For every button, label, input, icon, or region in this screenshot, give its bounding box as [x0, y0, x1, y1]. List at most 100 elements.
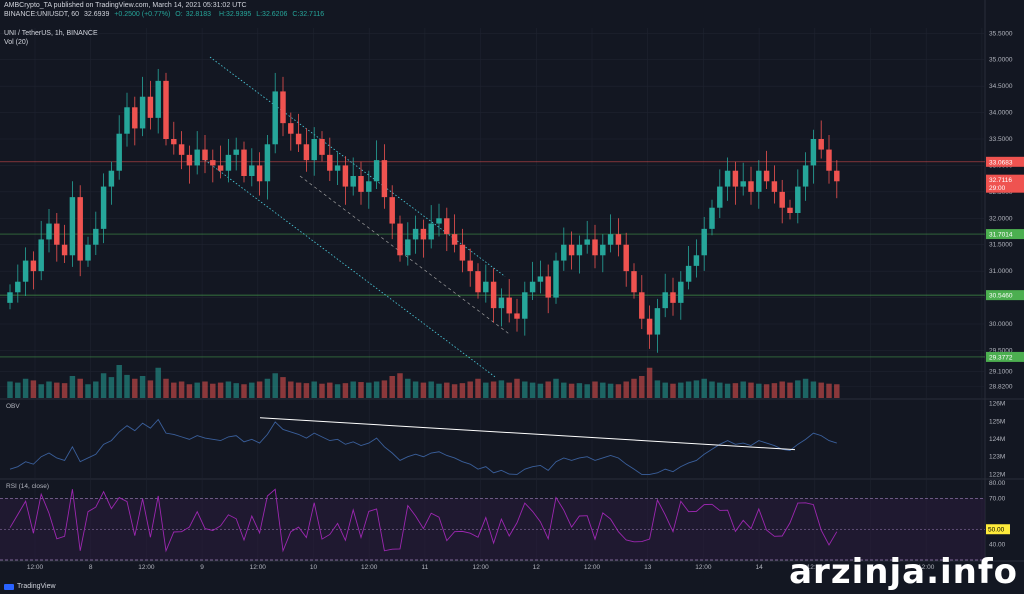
candle-body	[280, 91, 286, 124]
time-tick-label: 11	[422, 564, 429, 571]
volume-bar	[467, 381, 473, 398]
volume-bar	[210, 383, 216, 398]
ohlc-line: BINANCE:UNIUSDT, 60 32.6939 +0.2500 (+0.…	[4, 11, 327, 18]
volume-bar	[366, 382, 372, 398]
volume-bar	[826, 383, 832, 398]
candle-body	[22, 260, 29, 282]
volume-bar	[69, 376, 76, 398]
time-tick-label: 12	[533, 564, 541, 571]
candle-body	[217, 165, 224, 171]
candle-body	[233, 149, 239, 155]
candle-body	[483, 281, 489, 293]
volume-bar	[373, 381, 380, 398]
price-tick-label: 31.5000	[989, 242, 1013, 249]
volume-bar	[490, 381, 497, 398]
candle-body	[311, 139, 317, 161]
time-tick-label: 13	[644, 564, 652, 571]
tradingview-logo[interactable]: TradingView	[4, 583, 56, 590]
time-tick-label: 12:00	[27, 564, 44, 571]
rsi-tick-label: 80.00	[989, 480, 1006, 487]
rsi-value-tag	[986, 524, 1010, 535]
volume-bar	[748, 382, 754, 398]
candle-body	[771, 181, 778, 192]
time-tick-label: 9	[200, 564, 204, 571]
volume-bar	[225, 381, 232, 398]
volume-bar	[732, 383, 739, 398]
volume-bar	[155, 367, 161, 398]
candle-body	[147, 96, 154, 118]
candle-body	[93, 228, 99, 245]
time-tick-label: 12:00	[250, 564, 267, 571]
volume-bar	[475, 378, 481, 398]
candle-body	[85, 244, 91, 261]
candle-body	[178, 144, 185, 155]
volume-bar	[342, 383, 349, 398]
candle-body	[537, 276, 544, 282]
level-label: 33.0683	[989, 159, 1013, 166]
obv-trendline	[259, 417, 796, 451]
candle-body	[342, 165, 349, 187]
time-tick-label: 12:00	[584, 564, 601, 571]
volume-bar	[685, 381, 692, 398]
time-tick-label: 12:00	[695, 564, 712, 571]
series-title: UNI / TetherUS, 1h, BINANCE	[4, 30, 98, 37]
volume-bar	[108, 377, 115, 398]
candle-body	[670, 292, 676, 303]
obv-tick-label: 125M	[989, 418, 1005, 425]
volume-bar	[202, 381, 208, 398]
price-tick-label: 34.5000	[989, 83, 1013, 90]
volume-bar	[420, 382, 427, 398]
volume-bar	[802, 378, 809, 398]
l-value: L:32.6206	[256, 11, 288, 18]
o-value: O: 32.8183	[175, 11, 211, 18]
volume-bar	[701, 378, 707, 398]
candle-body	[529, 281, 536, 293]
volume-bar	[15, 382, 21, 398]
volume-bar	[592, 381, 598, 398]
volume-bar	[654, 380, 661, 398]
volume-bar	[810, 381, 817, 398]
volume-bar	[256, 381, 263, 398]
countdown-label: 29:00	[989, 185, 1006, 192]
candle-body	[756, 170, 762, 192]
candle-body	[631, 271, 637, 293]
price-tick-label: 33.5000	[989, 136, 1013, 143]
h-value: H:32.9395	[218, 11, 252, 18]
volume-bar	[615, 384, 622, 398]
volume-bar	[506, 382, 512, 398]
candle-body	[288, 123, 294, 134]
candle-body	[61, 244, 68, 256]
candle-body	[334, 165, 341, 171]
time-tick-label: 12:00	[918, 564, 935, 571]
volume-bar	[779, 381, 785, 398]
channel-lower	[204, 159, 496, 378]
candle-body	[194, 149, 200, 166]
volume-bar	[631, 378, 637, 398]
candle-body	[381, 160, 388, 198]
candle-body	[545, 276, 551, 298]
candle-body	[701, 228, 707, 256]
volume-bar	[568, 383, 575, 398]
level-tag	[986, 290, 1024, 301]
candle-body	[795, 186, 801, 213]
change-value: +0.2500 (+0.77%)	[114, 11, 171, 18]
candle-body	[139, 96, 146, 129]
volume-bar	[350, 381, 356, 398]
candle-body	[108, 170, 115, 187]
candle-body	[826, 149, 832, 171]
volume-bar	[288, 381, 294, 398]
candle-body	[116, 133, 122, 171]
volume-bar	[194, 382, 200, 398]
volume-bar	[311, 381, 317, 398]
volume-bar	[576, 383, 583, 398]
candle-body	[412, 228, 419, 240]
candle-body	[763, 170, 770, 182]
volume-bar	[147, 380, 154, 398]
price-tick-label: 30.0000	[989, 321, 1013, 328]
candle-body	[295, 133, 302, 145]
volume-bar	[724, 383, 731, 398]
volume-bar	[763, 384, 770, 398]
candle-body	[436, 218, 442, 224]
volume-bar	[280, 377, 286, 398]
